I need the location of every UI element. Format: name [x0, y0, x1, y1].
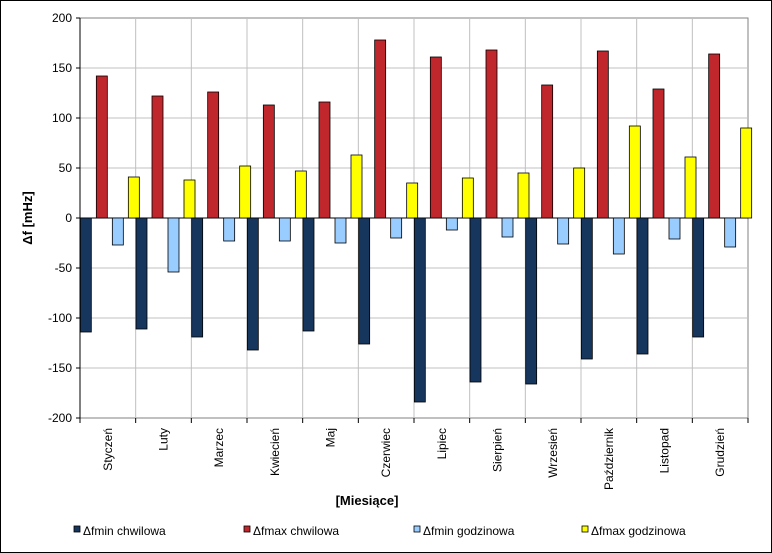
- legend: Δfmin chwilowa Δfmax chwilowa Δfmin godzin…: [73, 524, 686, 538]
- x-tick-label: Luty: [157, 428, 171, 451]
- y-axis: -200 -150 -100 -50 0 50 100 150 200: [48, 11, 81, 425]
- bar-1-9: [525, 217, 538, 385]
- bar-4-12: [740, 127, 753, 219]
- x-tick-label: Maj: [324, 428, 338, 447]
- bar-1-3: [191, 217, 204, 338]
- bar-2-11: [652, 88, 665, 219]
- legend-label-3: Δfmin godzinowa: [423, 524, 515, 538]
- bar-4-7: [461, 177, 474, 219]
- bar-3-2: [167, 217, 180, 273]
- bar-1-6: [358, 217, 371, 345]
- bar-2-12: [708, 53, 721, 219]
- bar-3-12: [724, 217, 737, 248]
- bar-2-2: [151, 95, 164, 219]
- bar-3-5: [334, 217, 347, 244]
- bar-3-8: [501, 217, 514, 238]
- bar-2-4: [262, 104, 275, 219]
- bar-2-1: [95, 75, 108, 219]
- legend-swatch-1: [73, 525, 81, 533]
- bar-4-11: [684, 156, 697, 219]
- x-tick-label: Styczeń: [101, 428, 115, 471]
- bar-4-1: [127, 176, 140, 219]
- bar-2-7: [429, 56, 442, 219]
- x-tick-label: Listopad: [658, 428, 672, 473]
- legend-label-1: Δfmin chwilowa: [83, 524, 166, 538]
- x-tick-label: Lipiec: [435, 428, 449, 459]
- bar-2-10: [596, 50, 609, 219]
- bar-3-11: [668, 217, 681, 240]
- y-tick-label: -50: [55, 261, 73, 275]
- bars: [79, 39, 753, 403]
- y-tick-label: 50: [59, 161, 73, 175]
- bar-4-4: [294, 170, 307, 219]
- legend-swatch-2: [243, 525, 251, 533]
- bar-2-6: [374, 39, 387, 219]
- y-tick-label: 150: [52, 61, 72, 75]
- y-tick-label: -100: [48, 311, 72, 325]
- y-tick-label: 0: [65, 211, 72, 225]
- bar-4-10: [628, 125, 641, 219]
- x-axis: Styczeń Luty Marzec Kwiecień Maj Czerwiec Lipi…: [79, 418, 749, 490]
- bar-1-10: [580, 217, 593, 360]
- x-tick-label: Wrzesień: [546, 428, 560, 478]
- bar-3-9: [557, 217, 570, 245]
- bar-1-12: [692, 217, 705, 338]
- x-tick-label: Marzec: [212, 428, 226, 467]
- legend-label-4: Δfmax godzinowa: [591, 524, 686, 538]
- x-tick-label: Październik: [602, 427, 616, 490]
- bar-4-6: [406, 182, 419, 219]
- legend-swatch-3: [413, 525, 421, 533]
- x-tick-label: Czerwiec: [379, 428, 393, 477]
- y-tick-label: -200: [48, 411, 72, 425]
- bar-2-3: [207, 91, 220, 219]
- bar-2-8: [485, 49, 498, 219]
- bar-1-8: [469, 217, 482, 383]
- bar-4-8: [517, 172, 530, 219]
- y-tick-label: 100: [52, 111, 72, 125]
- bar-4-3: [239, 165, 252, 219]
- bar-1-1: [79, 217, 92, 333]
- bar-2-5: [318, 101, 331, 219]
- bar-3-3: [223, 217, 236, 242]
- bar-1-7: [413, 217, 426, 403]
- x-axis-title: [Miesiące]: [336, 493, 399, 508]
- legend-swatch-4: [581, 525, 589, 533]
- legend-label-2: Δfmax chwilowa: [253, 524, 339, 538]
- y-tick-label: 200: [52, 11, 72, 25]
- bar-4-2: [183, 179, 196, 219]
- bar-3-7: [445, 217, 458, 231]
- y-tick-label: -150: [48, 361, 72, 375]
- bar-4-5: [350, 154, 363, 219]
- x-tick-label: Sierpień: [491, 428, 505, 472]
- bar-2-9: [541, 84, 554, 219]
- bar-3-4: [278, 217, 291, 242]
- bar-1-4: [246, 217, 259, 351]
- bar-1-5: [302, 217, 315, 332]
- x-tick-label: Grudzień: [713, 428, 727, 477]
- x-tick-label: Kwiecień: [268, 428, 282, 476]
- bar-4-9: [573, 167, 586, 219]
- bar-1-11: [636, 217, 649, 355]
- bar-3-1: [111, 217, 124, 246]
- bar-3-6: [390, 217, 403, 239]
- y-axis-title: Δf [mHz]: [20, 191, 35, 244]
- bar-1-2: [135, 217, 148, 330]
- bar-3-10: [612, 217, 625, 255]
